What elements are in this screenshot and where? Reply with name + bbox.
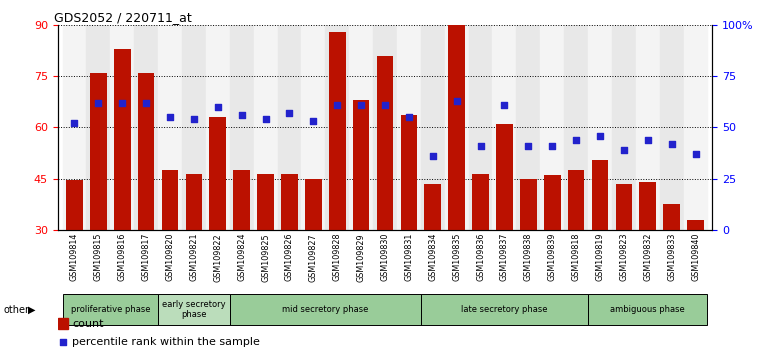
Text: percentile rank within the sample: percentile rank within the sample — [72, 337, 260, 347]
Point — [665, 141, 678, 147]
Point — [331, 102, 343, 108]
Bar — [588, 295, 708, 325]
Text: other: other — [4, 305, 30, 315]
Bar — [373, 25, 397, 230]
Text: count: count — [72, 319, 104, 329]
Point — [164, 114, 176, 120]
Bar — [349, 25, 373, 230]
Bar — [281, 173, 298, 230]
Bar — [66, 181, 83, 230]
Bar — [206, 25, 229, 230]
Point — [450, 98, 463, 104]
Bar — [612, 25, 636, 230]
Bar — [397, 25, 421, 230]
Point — [689, 151, 701, 157]
Bar — [567, 170, 584, 230]
Bar — [62, 295, 158, 325]
Point — [594, 133, 606, 138]
Text: early secretory
phase: early secretory phase — [162, 300, 226, 319]
Bar — [186, 173, 203, 230]
Text: mid secretory phase: mid secretory phase — [282, 305, 369, 314]
Point — [427, 153, 439, 159]
Bar — [400, 115, 417, 230]
Bar — [233, 170, 250, 230]
Bar — [469, 25, 493, 230]
Bar — [229, 25, 253, 230]
Text: ▶: ▶ — [28, 305, 35, 315]
Bar — [541, 25, 564, 230]
Bar — [353, 100, 370, 230]
Bar — [329, 32, 346, 230]
Point — [403, 114, 415, 120]
Bar — [277, 25, 301, 230]
Point — [188, 116, 200, 122]
Bar — [588, 25, 612, 230]
Text: late secretory phase: late secretory phase — [461, 305, 547, 314]
Bar — [325, 25, 349, 230]
Bar — [158, 25, 182, 230]
Point — [379, 102, 391, 108]
Bar — [445, 25, 469, 230]
Bar — [472, 173, 489, 230]
Point — [236, 112, 248, 118]
Bar — [58, 318, 68, 329]
Bar — [591, 160, 608, 230]
Text: proliferative phase: proliferative phase — [71, 305, 150, 314]
Bar — [424, 184, 441, 230]
Point — [641, 137, 654, 143]
Bar — [62, 25, 86, 230]
Bar — [687, 220, 704, 230]
Point — [498, 102, 511, 108]
Bar — [86, 25, 110, 230]
Bar — [377, 56, 393, 230]
Point — [116, 100, 129, 105]
Point — [570, 137, 582, 143]
Bar — [229, 295, 421, 325]
Bar — [209, 117, 226, 230]
Bar — [660, 25, 684, 230]
Bar — [110, 25, 134, 230]
Bar — [162, 170, 179, 230]
Point — [212, 104, 224, 110]
Point — [618, 147, 630, 153]
Bar — [257, 173, 274, 230]
Point — [546, 143, 558, 149]
Bar — [684, 25, 708, 230]
Bar — [639, 182, 656, 230]
Bar — [448, 25, 465, 230]
Bar — [615, 184, 632, 230]
Bar — [305, 179, 322, 230]
Bar — [301, 25, 325, 230]
Point — [355, 102, 367, 108]
Bar — [253, 25, 277, 230]
Point — [522, 143, 534, 149]
Bar — [493, 25, 517, 230]
Bar — [421, 25, 445, 230]
Point — [259, 116, 272, 122]
Bar — [564, 25, 588, 230]
Text: ambiguous phase: ambiguous phase — [611, 305, 685, 314]
Bar — [134, 25, 158, 230]
Bar — [138, 73, 155, 230]
Bar — [663, 205, 680, 230]
Text: GDS2052 / 220711_at: GDS2052 / 220711_at — [55, 11, 192, 24]
Bar — [496, 124, 513, 230]
Point — [140, 100, 152, 105]
Bar — [517, 25, 541, 230]
Bar — [114, 49, 131, 230]
Point — [69, 120, 81, 126]
Bar — [158, 295, 229, 325]
Point — [92, 100, 105, 105]
Bar — [182, 25, 206, 230]
Bar — [421, 295, 588, 325]
Bar — [90, 73, 107, 230]
Point — [283, 110, 296, 116]
Bar — [544, 175, 561, 230]
Bar — [520, 179, 537, 230]
Bar — [636, 25, 660, 230]
Point — [474, 143, 487, 149]
Point — [307, 119, 320, 124]
Point — [259, 250, 272, 255]
